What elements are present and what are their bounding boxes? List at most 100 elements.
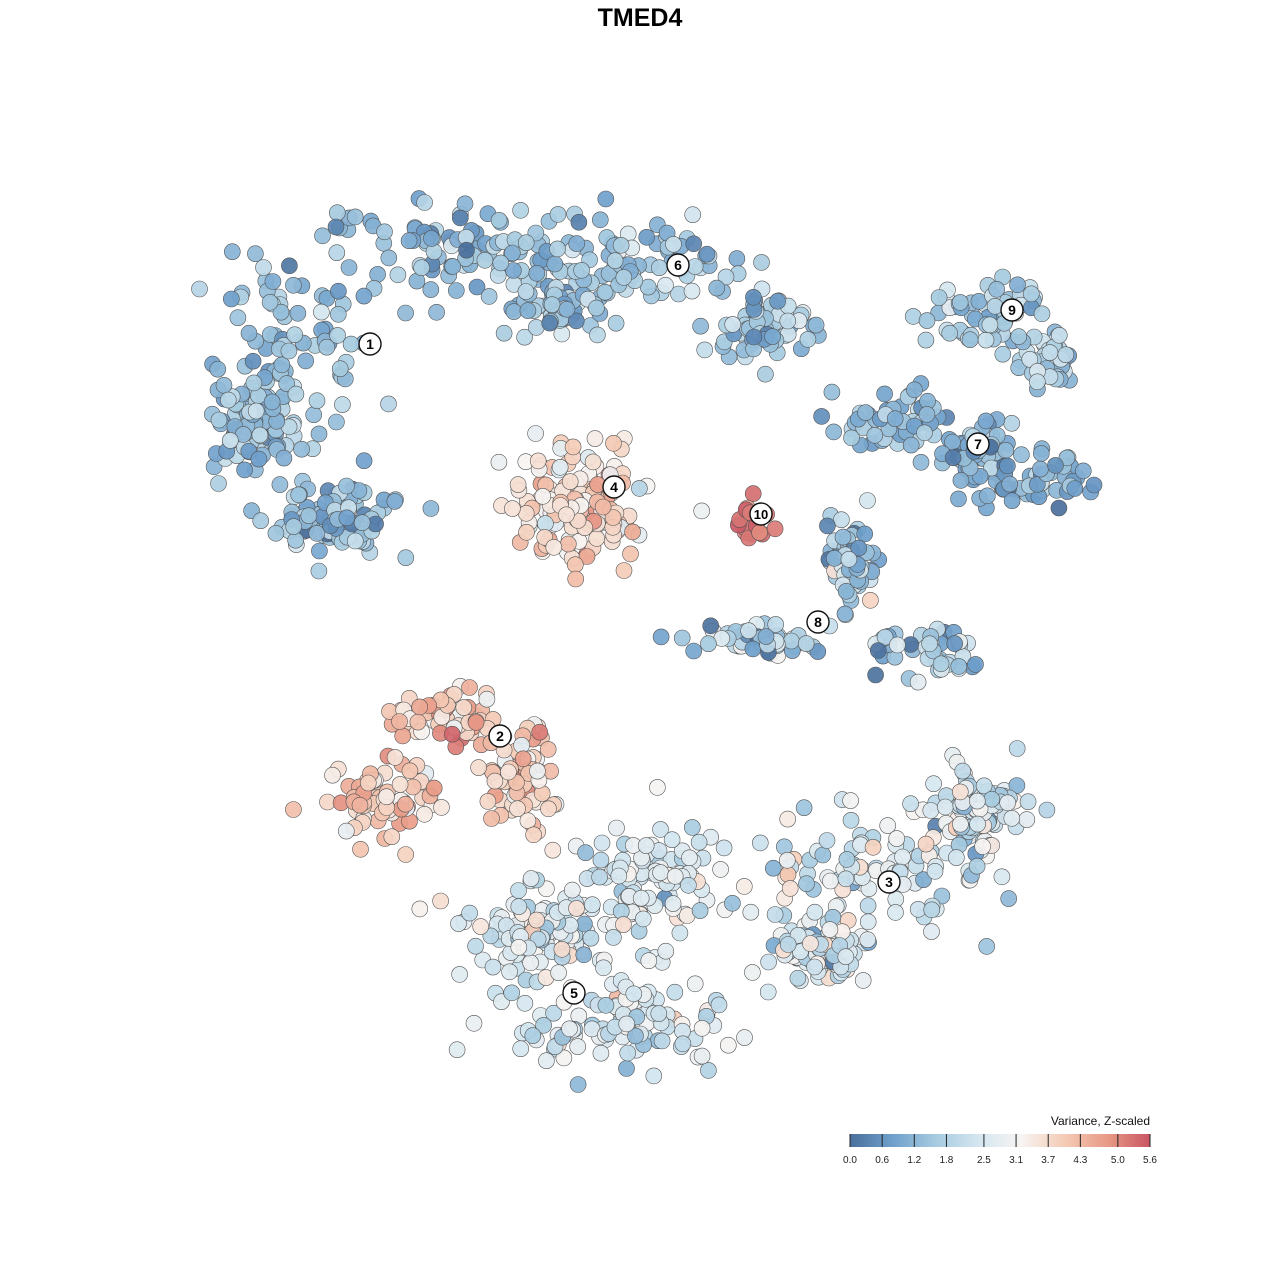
data-point-cluster-8 [819,517,836,535]
data-point-cluster-6 [588,299,605,317]
data-point-cluster-9 [951,294,969,311]
data-point-cluster-8 [867,666,884,684]
data-point-cluster-3 [766,906,784,923]
data-point-cluster-5 [663,831,681,849]
data-point-cluster-1 [240,324,258,342]
data-point-cluster-7 [952,472,970,489]
legend-tick-label: 0.6 [875,1155,889,1166]
data-point-cluster-5 [657,942,675,960]
data-point-cluster-4 [578,548,596,565]
data-point-cluster-1 [444,258,462,275]
data-point-cluster-3 [837,948,855,966]
data-point-cluster-7 [1001,475,1019,493]
data-point-cluster-6 [612,237,630,254]
data-point-cluster-5 [461,904,478,922]
data-point-cluster-8 [757,628,775,645]
data-point-cluster-1 [289,304,307,322]
data-point-cluster-1 [313,303,330,321]
data-point-cluster-6 [745,328,763,346]
data-point-cluster-5 [592,851,610,869]
data-point-cluster-8 [836,605,854,623]
data-point-cluster-1 [353,514,371,532]
data-point-cluster-2 [425,779,443,797]
data-point-cluster-6 [480,288,498,305]
data-point-cluster-8 [702,617,720,635]
data-point-cluster-2 [529,762,546,780]
data-point-cluster-5 [693,1047,711,1065]
data-point-cluster-7 [1013,446,1030,464]
data-point-cluster-2 [443,725,461,743]
data-point-cluster-5 [563,881,581,899]
data-point-cluster-3 [915,871,932,889]
data-point-cluster-1 [222,432,239,449]
data-point-cluster-9 [1023,285,1040,303]
data-point-cluster-8 [673,629,691,647]
data-point-cluster-4 [586,430,604,447]
data-point-cluster-4 [564,438,582,456]
data-point-cluster-6 [505,303,523,320]
data-point-cluster-7 [950,490,967,508]
data-point-cluster-4 [551,458,569,476]
data-point-cluster-1 [355,287,373,305]
data-point-cluster-3 [922,802,940,819]
legend-tick-label: 4.3 [1073,1155,1087,1166]
data-point-cluster-2 [359,774,377,792]
data-point-cluster-2 [540,800,557,818]
data-point-cluster-5 [484,958,502,976]
data-point-cluster-3 [968,857,986,875]
data-point-cluster-5 [597,996,615,1014]
data-point-cluster-3 [781,880,799,897]
data-point-cluster-1 [342,335,360,353]
data-point-cluster-8 [946,635,964,652]
svg-text:9: 9 [1008,302,1016,318]
data-point-cluster-4 [584,453,602,471]
data-point-cluster-7 [1032,460,1049,478]
data-point-cluster-1 [413,259,430,277]
svg-text:6: 6 [674,257,682,273]
color-legend-bar: 0.0 0.6 1.2 1.8 2.5 3.1 3.7 4.3 5.0 5.6 [843,1134,1157,1166]
data-point-cluster-5 [448,1041,466,1058]
data-point-cluster-3 [978,938,996,955]
data-point-cluster-7 [1050,499,1068,517]
data-point-cluster-3 [969,815,986,833]
data-point-cluster-5 [432,892,449,910]
data-point-cluster-3 [842,811,860,829]
legend-tick-label: 5.0 [1111,1155,1125,1166]
data-point-cluster-6 [573,261,590,279]
data-point-cluster-1 [308,524,326,542]
data-point-cluster-7 [912,453,930,471]
data-point-cluster-6 [517,283,535,300]
data-point-cluster-3 [1018,811,1036,828]
data-point-cluster-3 [775,838,793,856]
data-point-cluster-1 [275,449,293,467]
data-point-cluster-9 [1051,326,1068,344]
data-point-cluster-5 [561,1020,578,1038]
data-point-cluster-5 [653,1032,671,1050]
legend-tick-label: 5.6 [1143,1155,1157,1166]
data-point-cluster-6 [657,276,674,294]
data-point-cluster-6 [764,328,781,345]
data-point-cluster-1 [310,425,328,443]
data-point-cluster-5 [652,821,669,838]
data-point-cluster-9 [930,289,948,306]
data-point-cluster-2 [397,795,414,813]
data-point-cluster-4 [518,523,535,541]
data-point-cluster-2 [455,699,473,716]
data-point-cluster-7 [1003,414,1021,432]
svg-text:2: 2 [496,728,504,744]
data-point-cluster-7 [944,449,962,467]
data-point-cluster-7 [1033,445,1050,462]
data-point-cluster-3 [798,875,815,893]
data-point-cluster-7 [906,381,923,399]
data-point-cluster-5 [575,946,593,964]
data-point-cluster-5 [666,983,684,1001]
data-point-cluster-5 [681,849,698,867]
data-point-cluster-3 [864,838,882,856]
data-point-cluster-1 [305,406,323,424]
data-point-cluster-3 [838,851,856,868]
data-point-cluster-7 [876,385,893,403]
data-point-cluster-1 [247,402,265,420]
data-point-cluster-7 [825,423,843,441]
chart-title: TMED4 [597,4,683,32]
